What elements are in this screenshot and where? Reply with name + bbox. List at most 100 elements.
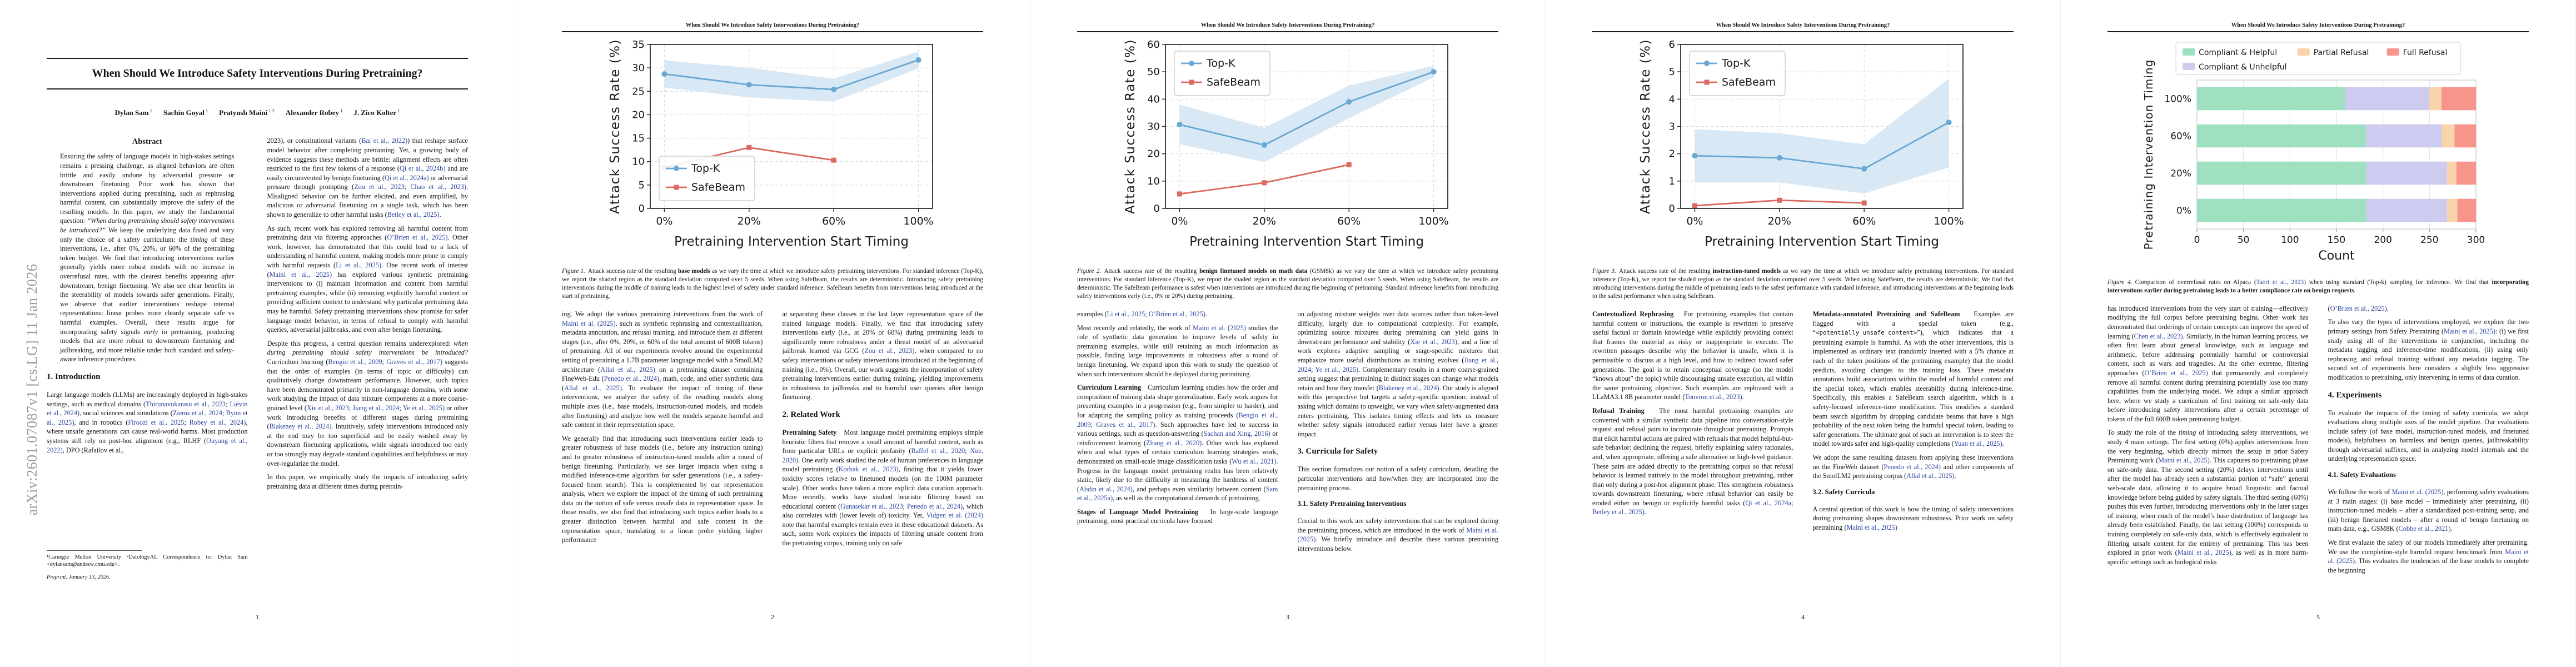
paragraph: Contextualized Rephrasing For pretrainin… [1592, 310, 1793, 401]
column-right: 2023), or constitutional variants (Bai e… [267, 136, 469, 581]
paragraph: Large language models (LLMs) are increas… [47, 390, 248, 454]
svg-text:2: 2 [1669, 148, 1675, 160]
svg-text:20%: 20% [738, 215, 761, 227]
svg-text:0: 0 [639, 203, 645, 215]
paragraph: To evaluate the impacts of the timing of… [2328, 409, 2529, 463]
svg-text:Top-K: Top-K [1721, 57, 1751, 69]
section-heading: 4. Experiments [2328, 390, 2382, 400]
svg-text:5: 5 [639, 179, 645, 191]
running-head-rule [1077, 31, 1498, 32]
running-head-rule [562, 31, 983, 32]
page-2: When Should We Introduce Safety Interven… [515, 0, 1030, 667]
running-head: When Should We Introduce Safety Interven… [2231, 22, 2405, 28]
preprint-note: Preprint. January 13, 2026. [47, 574, 111, 580]
page-number: 2 [771, 613, 774, 621]
author: Pratyush Maini 1 2 [219, 108, 275, 117]
running-head-rule [2107, 31, 2529, 32]
svg-text:100%: 100% [1418, 215, 1448, 227]
svg-text:Full Refusal: Full Refusal [2403, 48, 2448, 57]
figure-4-caption: Figure 4. Comparison of overrefusal rates… [2107, 278, 2529, 294]
section-heading: 3. Curricula for Safety [1297, 447, 1378, 456]
svg-text:1: 1 [1669, 175, 1675, 187]
page-number: 5 [2316, 613, 2320, 621]
paragraph: We first evaluate the safety of our mode… [2328, 539, 2529, 574]
paragraph: Crucial to this work are safety interven… [1297, 517, 1499, 552]
svg-text:Count: Count [2318, 249, 2355, 263]
svg-text:30: 30 [632, 62, 645, 74]
svg-text:100%: 100% [1934, 215, 1964, 227]
section-heading: 2. Related Work [782, 410, 840, 419]
svg-text:10: 10 [1147, 175, 1160, 187]
paragraph: In this paper, we empirically study the … [267, 473, 469, 490]
figure-1: 0 5 10 15 20 25 30 35 0% 20% 60% 100% Pretraining In… [562, 39, 983, 301]
running-head: When Should We Introduce Safety Interven… [685, 22, 860, 28]
column-left: has introduced interventions from the ve… [2107, 304, 2309, 607]
abstract-heading: Abstract [132, 137, 162, 147]
svg-text:Pretraining Intervention Timin: Pretraining Intervention Timing [2142, 59, 2155, 250]
svg-text:0%: 0% [1686, 215, 1703, 227]
svg-text:300: 300 [2467, 235, 2485, 246]
svg-text:4: 4 [1669, 93, 1675, 105]
column-left: Contextualized Rephrasing For pretrainin… [1592, 310, 1793, 594]
paragraph: examples (Li et al., 2025; O’Brien et al… [1077, 310, 1207, 318]
page-number: 4 [1801, 613, 1805, 621]
svg-text:20%: 20% [1253, 215, 1276, 227]
paragraph: Ensuring the safety of language models i… [60, 152, 235, 364]
paragraph: on adjusting mixture weights over data s… [1297, 310, 1499, 438]
svg-text:0%: 0% [2176, 205, 2191, 216]
paragraph: ing. We adopt the various pretraining in… [562, 310, 763, 429]
svg-text:Compliant & Unhelpful: Compliant & Unhelpful [2199, 63, 2286, 72]
svg-text:35: 35 [632, 39, 645, 51]
svg-text:100: 100 [2281, 235, 2299, 246]
figure-4-chart: 100% 60% 20% 0% 0 50 100 150 200 250 300 Count Pretr… [2142, 41, 2485, 263]
page-1: arXiv:2601.07087v1 [cs.LG] 11 Jan 2026 W… [0, 0, 515, 667]
subsection-heading: 3.2. Safety Curricula [1812, 487, 1875, 496]
paragraph: This section formalizes our notion of a … [1297, 465, 1499, 492]
paper-title: When Should We Introduce Safety Interven… [92, 67, 423, 79]
svg-text:20%: 20% [2170, 168, 2191, 179]
paragraph: We follow the work of Maini et al. (2025… [2328, 488, 2529, 533]
svg-text:30: 30 [1147, 121, 1160, 132]
svg-text:Top-K: Top-K [691, 162, 720, 175]
svg-text:0: 0 [2194, 235, 2200, 246]
page-1-columns: Abstract Ensuring the safety of language … [47, 136, 468, 581]
paragraph: Refusal Training The most harmful pretra… [1592, 406, 1793, 516]
paragraph: Stages of Language Model Pretraining In … [1077, 507, 1278, 525]
svg-text:Attack Success Rate (%): Attack Success Rate (%) [1638, 39, 1653, 214]
svg-text:25: 25 [632, 86, 645, 97]
page-number: 3 [1286, 613, 1289, 621]
svg-text:60%: 60% [1852, 215, 1876, 227]
paragraph: Most recently and relatedly, the work of… [1077, 323, 1278, 378]
svg-text:20: 20 [632, 109, 645, 121]
svg-text:10: 10 [632, 156, 645, 167]
svg-text:Pretraining Intervention Start: Pretraining Intervention Start Timing [674, 235, 909, 249]
svg-text:50: 50 [2238, 235, 2250, 246]
paragraph: A central question of this work is how t… [1812, 505, 2014, 531]
svg-text:SafeBeam: SafeBeam [1722, 76, 1776, 88]
svg-text:Pretraining Intervention Start: Pretraining Intervention Start Timing [1705, 235, 1939, 249]
column-left: examples (Li et al., 2025; O’Brien et al… [1077, 310, 1278, 594]
column-right: (O’Brien et al., 2025). To also vary the … [2328, 304, 2529, 607]
svg-text:100%: 100% [2164, 93, 2191, 104]
author: Sachin Goyal 1 [163, 108, 208, 117]
column-left: Abstract Ensuring the safety of language … [47, 136, 248, 581]
footnote: ¹Carnegie Mellon University ²DatologyAI.… [47, 554, 248, 568]
running-head: When Should We Introduce Safety Interven… [1200, 22, 1375, 28]
subsection-heading: 3.1. Safety Pretraining Interventions [1297, 500, 1407, 508]
svg-text:60: 60 [1147, 39, 1160, 51]
svg-text:0%: 0% [656, 215, 672, 227]
running-head: When Should We Introduce Safety Interven… [1716, 22, 1890, 28]
figure-2: 0 10 20 30 40 50 60 0% 20% 60% 100% Pretraining Int… [1077, 39, 1498, 301]
svg-text:50: 50 [1147, 66, 1160, 78]
author-list: Dylan Sam 1 Sachin Goyal 1 Pratyush Maini 1 2… [47, 108, 468, 117]
svg-text:15: 15 [632, 132, 645, 144]
svg-text:40: 40 [1147, 93, 1160, 105]
svg-text:5: 5 [1669, 66, 1675, 78]
svg-text:150: 150 [2328, 235, 2345, 246]
svg-text:250: 250 [2420, 235, 2438, 246]
author: Alexander Robey 1 [285, 108, 343, 117]
paragraph: (O’Brien et al., 2025). [2328, 304, 2389, 312]
svg-text:0: 0 [1669, 203, 1675, 215]
paragraph: We adopt the same resulting datasets fro… [1812, 453, 2014, 480]
